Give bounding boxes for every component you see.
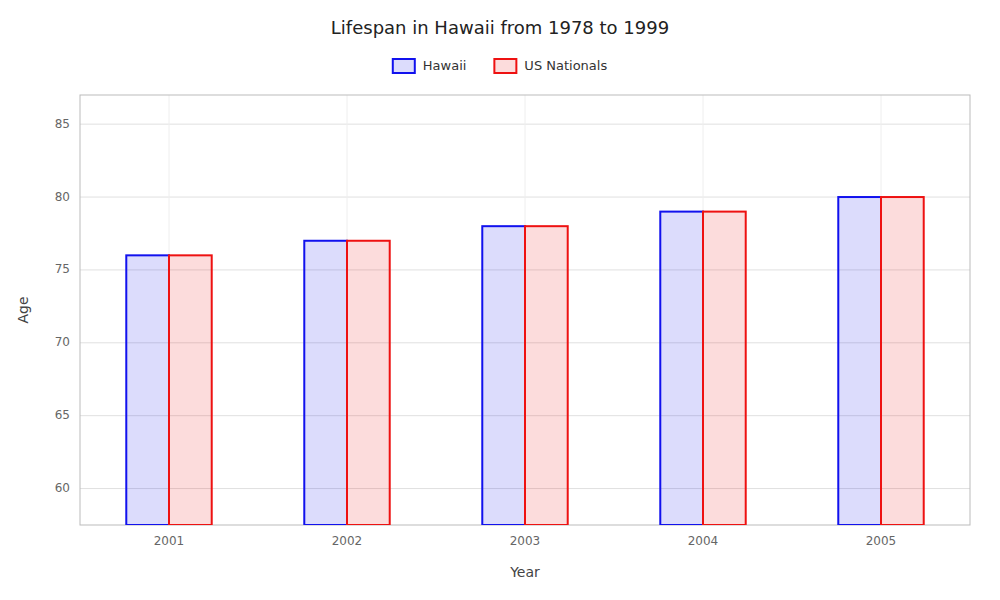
title: Lifespan in Hawaii from 1978 to 1999 [331, 17, 669, 38]
bar [703, 212, 746, 525]
bar [126, 255, 169, 525]
legend-item: US Nationals [494, 58, 607, 74]
grid [80, 95, 970, 525]
y-tick-label: 65 [55, 408, 70, 422]
x-tick-label: 2001 [154, 534, 185, 548]
legend-swatch [393, 59, 415, 73]
legend-label: US Nationals [524, 58, 607, 73]
bar [169, 255, 212, 525]
y-tick-label: 70 [55, 335, 70, 349]
bar [525, 226, 568, 525]
legend-item: Hawaii [393, 58, 467, 74]
bar [347, 241, 390, 525]
x-axis-label: Year [509, 564, 540, 580]
chart-container: 60 65 70 75 80 85 2001 2002 2003 2004 2005 Year Age L… [0, 0, 1000, 600]
x-tick-label: 2004 [688, 534, 719, 548]
chart: 60 65 70 75 80 85 2001 2002 2003 2004 2005 Year Age L… [0, 0, 1000, 600]
bar [660, 212, 703, 525]
legend-label: Hawaii [423, 58, 467, 73]
bars [126, 197, 923, 525]
y-axis-label: Age [15, 296, 31, 323]
y-tick-label: 80 [55, 190, 70, 204]
x-tick-label: 2005 [866, 534, 897, 548]
bar [881, 197, 924, 525]
plot-frame [80, 95, 970, 525]
legend-swatch [494, 59, 516, 73]
y-tick-label: 85 [55, 117, 70, 131]
legend: Hawaii US Nationals [393, 58, 608, 74]
y-tick-label: 75 [55, 262, 70, 276]
x-tick-label: 2003 [510, 534, 541, 548]
bar [482, 226, 525, 525]
bar [304, 241, 347, 525]
bar [838, 197, 881, 525]
y-tick-label: 60 [55, 481, 70, 495]
x-tick-label: 2002 [332, 534, 363, 548]
